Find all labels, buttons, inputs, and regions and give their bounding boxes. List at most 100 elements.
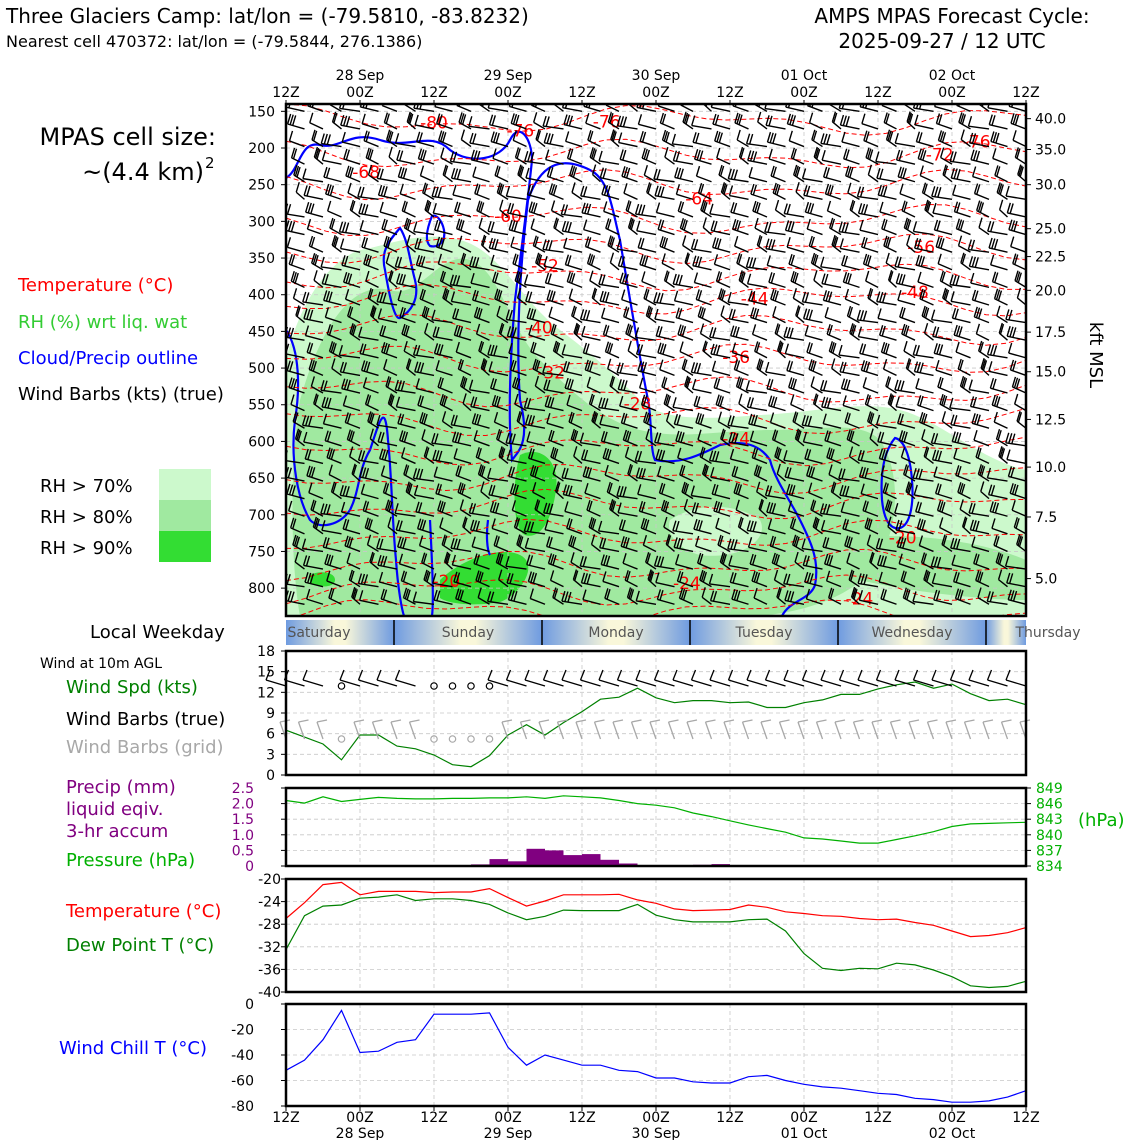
wind-barb [695,412,712,429]
wind-barb [718,164,731,183]
wind-barb [776,340,786,359]
wind-barb [735,499,749,517]
wind-barb [450,537,472,553]
wind-barb-grid [316,719,328,740]
wind-barb [286,392,287,394]
wind-barb [912,221,934,236]
wind-barb [812,393,823,412]
wind-barb [738,270,749,288]
wind-barb [529,588,546,605]
wind-barb [310,499,324,517]
wind-barb [310,252,324,271]
wind-barb [475,323,490,341]
wind-barb [505,186,527,201]
wind-barb [654,308,675,324]
wind-barb-true [764,669,786,687]
wind-barb-grid [889,719,901,740]
wind-barb [385,252,398,271]
wind-barb [1009,483,1026,500]
wind-barb-true [949,669,971,687]
wind-barb [942,164,953,183]
precip-label-3: 3-hr accum [66,821,168,842]
wind-barb [860,236,879,253]
wind-barb [475,447,490,465]
wind10-speed-label: Wind Spd (kts) [66,677,198,698]
wind-barb [822,413,842,429]
precip-axis-label: 0 [245,859,254,875]
wind-barb [998,446,1008,464]
wind-barb [431,432,453,447]
wind-barb [915,501,934,517]
wind-barb [771,429,786,447]
wind-barb [730,202,749,218]
wind-barb [702,340,712,359]
wind-barb [808,359,823,377]
wind-barb [806,218,823,236]
temperature-contour [286,548,1026,582]
wind-barb [607,112,620,130]
wind-barb [582,219,601,236]
wind-barb [823,553,842,570]
top-date-label: 29 Sep [484,68,533,84]
wind-barb [701,463,712,482]
wind-barb [897,289,916,306]
wind-barb [599,414,620,429]
temperature-contour [286,436,1026,467]
wind-barb [894,503,916,517]
wind-barb [437,376,453,394]
wind-barb [839,114,860,130]
wind-barb [453,324,472,341]
wind-barb-grid [926,719,938,740]
wind-barb [330,481,342,500]
wind-barb [432,203,453,218]
height-tick-label: 22.5 [1035,250,1066,266]
temperature-contour-label: -56 [907,238,935,258]
wind-barb [290,394,305,412]
wind-barb [588,517,601,535]
wind-barb [286,113,305,130]
wind-barb [661,129,675,148]
wind-barb [499,199,509,218]
wind-barb [736,129,749,148]
bottom-date-label: 28 Sep [336,1126,385,1140]
wind-barb [951,431,971,447]
wind-barb [346,552,361,570]
wind-barb [915,378,934,394]
wind-barb [528,201,546,218]
top-tick-label: 00Z [494,85,521,101]
wind-barb [397,536,416,553]
wind-barb [932,326,953,341]
wind-barb [543,502,564,517]
wind-barb [561,590,583,605]
wind-barb [473,306,490,324]
bottom-tick-label: 00Z [790,1110,817,1126]
wind-barb [768,148,786,165]
wind-barb [566,148,583,165]
wind-barb [745,256,768,271]
wind-barb [932,202,953,218]
wind-barb [580,185,601,201]
wind-barb [517,164,527,183]
wind-barb [376,291,398,306]
wind-barb [516,287,527,306]
wind-barb-grid [630,719,642,740]
wind-barb [711,483,731,500]
top-tick-label: 12Z [420,85,447,101]
wind-barb [655,325,675,341]
wind-barb [286,360,305,377]
wind-barb [525,167,546,183]
top-date-label: 01 Oct [781,68,828,84]
wind-barb [534,499,546,517]
wind-barb [635,343,657,359]
wind-barb [642,534,657,553]
wind-barb [1007,466,1026,482]
wind-barb [678,587,694,605]
precip-axis-label: 2.0 [232,797,254,813]
weekday-segment [838,620,986,645]
wind-barb [581,325,601,341]
wind-barb [971,536,990,553]
wind-barb [1004,555,1026,570]
wind-barb [905,481,916,500]
wind-barb [377,555,398,570]
wind-barb [980,481,990,500]
